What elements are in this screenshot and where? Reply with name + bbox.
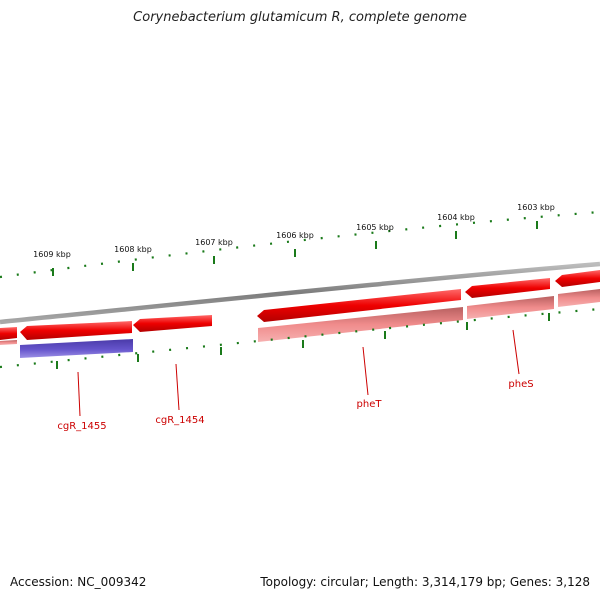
accession-text: Accession: NC_009342 bbox=[10, 575, 147, 589]
leader-line-cgR_1454 bbox=[175, 363, 180, 411]
tick-label-1609: 1609 kbp bbox=[33, 250, 71, 259]
cds-feature[interactable] bbox=[0, 327, 17, 340]
leader-line-pheS bbox=[512, 329, 520, 375]
cds-feature[interactable] bbox=[133, 315, 212, 332]
gene-label-cgR_1454[interactable]: cgR_1454 bbox=[155, 415, 204, 426]
gene-leader-lines bbox=[77, 329, 520, 417]
tick-label-1604: 1604 kbp bbox=[437, 213, 475, 222]
cds-feature[interactable] bbox=[20, 321, 132, 340]
genome-summary-text: Topology: circular; Length: 3,314,179 bp… bbox=[260, 575, 590, 589]
map-title: Corynebacterium glutamicum R, complete g… bbox=[133, 10, 467, 25]
tick-label-1603: 1603 kbp bbox=[517, 203, 555, 212]
inner-major-ticks bbox=[56, 313, 550, 369]
outer-scale-dots bbox=[0, 210, 600, 279]
gene-label-cgR_1455[interactable]: cgR_1455 bbox=[57, 421, 106, 432]
gene-feature[interactable] bbox=[558, 289, 600, 307]
gene-track-lower bbox=[0, 289, 600, 358]
leader-line-pheT bbox=[362, 346, 369, 396]
gene-label-pheS[interactable]: pheS bbox=[508, 379, 533, 390]
tick-label-1605: 1605 kbp bbox=[356, 223, 394, 232]
tick-labels: 1609 kbp 1608 kbp 1607 kbp 1606 kbp 1605… bbox=[33, 203, 555, 259]
outer-scale-ring bbox=[0, 210, 600, 279]
gene-feature-pheS[interactable] bbox=[467, 296, 554, 319]
cds-feature[interactable] bbox=[465, 278, 550, 298]
gene-feature-pheT[interactable] bbox=[258, 307, 463, 342]
tick-label-1608: 1608 kbp bbox=[114, 245, 152, 254]
gene-label-pheT[interactable]: pheT bbox=[357, 399, 383, 410]
cds-feature[interactable] bbox=[555, 270, 600, 287]
tick-label-1606: 1606 kbp bbox=[276, 231, 314, 240]
leader-line-cgR_1455 bbox=[77, 371, 81, 417]
genome-backbone bbox=[0, 261, 600, 325]
gene-feature-cgR_1455[interactable] bbox=[20, 339, 133, 358]
cds-feature[interactable] bbox=[257, 289, 461, 322]
gene-labels: cgR_1455 cgR_1454 pheT pheS bbox=[57, 379, 533, 432]
inner-scale-dots bbox=[0, 307, 600, 369]
gene-feature[interactable] bbox=[0, 340, 17, 345]
tick-label-1607: 1607 kbp bbox=[195, 238, 233, 247]
cds-track-upper bbox=[0, 270, 600, 340]
